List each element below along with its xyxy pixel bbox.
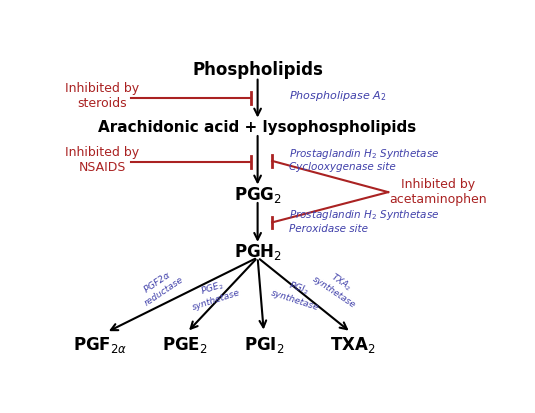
Text: PGF2$\alpha$
reductase: PGF2$\alpha$ reductase (135, 264, 185, 307)
Text: PGI$_2$: PGI$_2$ (243, 334, 284, 354)
Text: PGH$_2$: PGH$_2$ (233, 242, 282, 261)
Text: Inhibited by
steroids: Inhibited by steroids (65, 82, 139, 109)
Text: Prostaglandin H$_2$ Synthetase
Peroxidase site: Prostaglandin H$_2$ Synthetase Peroxidas… (289, 208, 439, 233)
Text: Prostaglandin H$_2$ Synthetase
Cyclooxygenase site: Prostaglandin H$_2$ Synthetase Cyclooxyg… (289, 147, 439, 172)
Text: PGE$_2$
synthetase: PGE$_2$ synthetase (187, 274, 241, 311)
Text: PGI$_2$
synthetase: PGI$_2$ synthetase (270, 274, 324, 311)
Text: Inhibited by
NSAIDS: Inhibited by NSAIDS (65, 145, 139, 173)
Text: Inhibited by
acetaminophen: Inhibited by acetaminophen (389, 177, 487, 205)
Text: PGG$_2$: PGG$_2$ (234, 184, 281, 204)
Text: TXA$_2$: TXA$_2$ (330, 334, 376, 354)
Text: PGE$_2$: PGE$_2$ (162, 334, 208, 354)
Text: Phospholipase A$_2$: Phospholipase A$_2$ (289, 89, 386, 103)
Text: TXA$_2$
synthetase: TXA$_2$ synthetase (311, 262, 365, 309)
Text: Arachidonic acid + lysophospholipids: Arachidonic acid + lysophospholipids (98, 120, 417, 135)
Text: Phospholipids: Phospholipids (192, 61, 323, 79)
Text: PGF$_{2\alpha}$: PGF$_{2\alpha}$ (73, 334, 127, 354)
